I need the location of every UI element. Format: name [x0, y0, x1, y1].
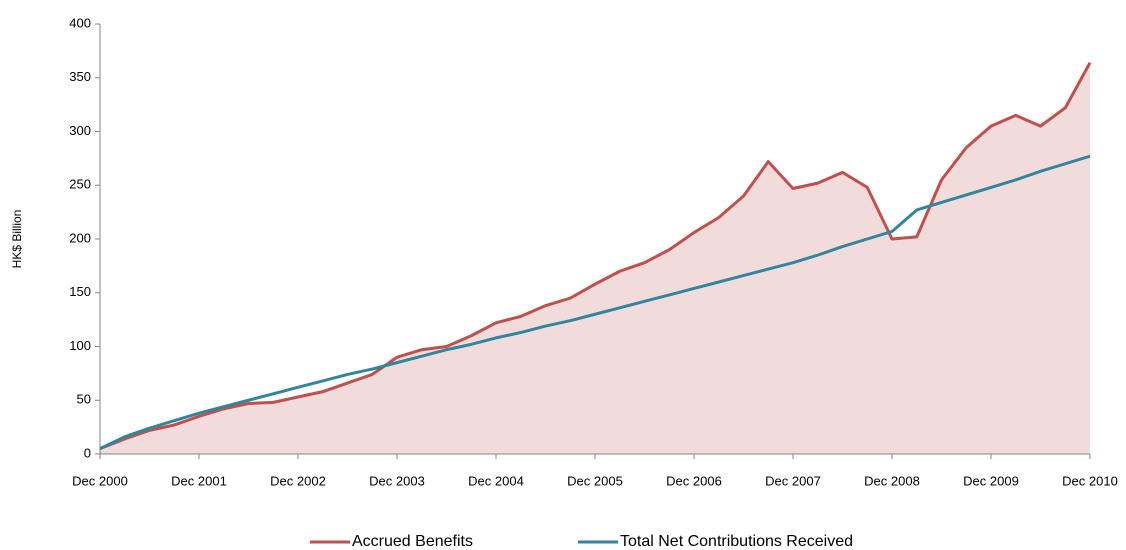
- x-tick-label: Dec 2003: [369, 473, 425, 488]
- area: [100, 62, 1090, 454]
- y-tick-label: 300: [69, 123, 91, 138]
- x-tick-label: Dec 2004: [468, 473, 524, 488]
- x-tick-label: Dec 2001: [171, 473, 227, 488]
- line: [99, 61, 1092, 451]
- x-tick-label: Dec 2008: [864, 473, 920, 488]
- x-tick-label: Dec 2007: [765, 473, 821, 488]
- y-tick-label: 100: [69, 338, 91, 353]
- y-tick-label: 50: [77, 392, 91, 407]
- y-tick-label: 250: [69, 177, 91, 192]
- x-tick-label: Dec 2005: [567, 473, 623, 488]
- y-tick-label: 400: [69, 15, 91, 30]
- legend-label: Accrued Benefits: [352, 533, 473, 550]
- y-tick-label: 150: [69, 284, 91, 299]
- y-tick-label: 200: [69, 230, 91, 245]
- legend-label: Total Net Contributions Received: [620, 533, 853, 550]
- x-tick-label: Dec 2010: [1062, 473, 1118, 488]
- y-tick-label: 0: [84, 445, 91, 460]
- y-tick-label: 350: [69, 69, 91, 84]
- x-tick-label: Dec 2009: [963, 473, 1019, 488]
- x-tick-label: Dec 2006: [666, 473, 722, 488]
- y-axis-label: HK$ Billion: [10, 210, 24, 269]
- x-tick-label: Dec 2000: [72, 473, 128, 488]
- line: [99, 154, 1091, 450]
- x-tick-label: Dec 2002: [270, 473, 326, 488]
